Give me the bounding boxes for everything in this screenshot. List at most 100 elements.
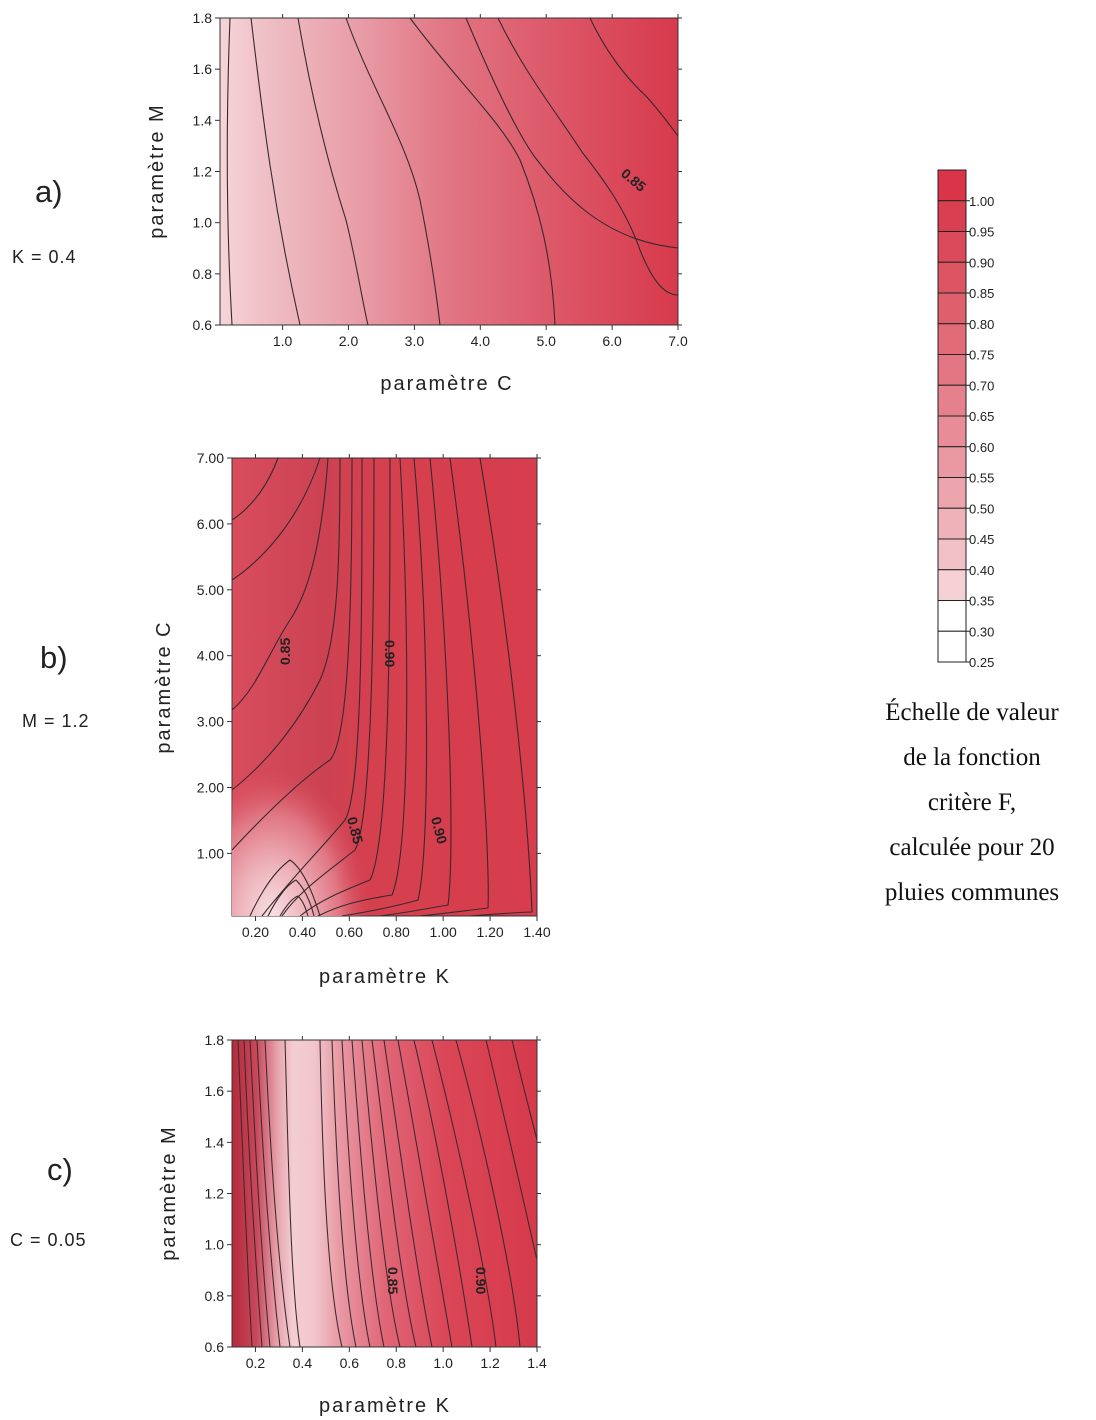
- legend-label-14: 0.30: [969, 624, 994, 639]
- fixed-param-a: K = 0.4: [12, 247, 77, 267]
- y-tick-label-a-6: 1.8: [193, 10, 213, 26]
- tick-labels-c: 0.2 0.4 0.6 0.8 1.0 1.2 1.4 0.6 0.8 1.0 1.2 1.4 1.6 1…: [205, 1032, 547, 1371]
- legend-swatch-3: [937, 261, 967, 294]
- legend-label-7: 0.65: [969, 409, 994, 424]
- y-tick-label-c-1: 0.8: [205, 1288, 225, 1304]
- legend-swatch-2: [937, 231, 967, 263]
- legend-label-13: 0.35: [969, 594, 994, 609]
- legend-swatch-8: [937, 415, 967, 448]
- x-axis-title-a: paramètre C: [380, 373, 513, 395]
- panel-c: 0.2 0.4 0.6 0.8 1.0 1.2 1.4 0.6 0.8 1.0 1.2 1.4 1.6 1…: [10, 1032, 547, 1417]
- legend-label-6: 0.70: [969, 378, 994, 393]
- x-tick-label-a-6: 7.0: [668, 333, 688, 349]
- x-tick-label-b-6: 1.40: [523, 924, 550, 940]
- y-tick-label-a-1: 0.8: [193, 266, 213, 282]
- x-tick-label-b-5: 1.20: [476, 924, 503, 940]
- panel-label-a: a): [35, 174, 63, 209]
- y-tick-label-a-0: 0.6: [193, 317, 213, 333]
- panel-label-c: c): [47, 1152, 73, 1187]
- contour-lines-b: [231, 457, 533, 917]
- legend-swatch-9: [937, 446, 967, 478]
- fixed-param-b: M = 1.2: [22, 711, 90, 731]
- x-tick-label-c-0: 0.2: [246, 1355, 266, 1371]
- contour-lines-a: [226, 17, 679, 326]
- y-axis-title-c: paramètre M: [158, 1125, 180, 1260]
- y-axis-title-b: paramètre C: [153, 620, 175, 753]
- legend-label-15: 0.25: [969, 655, 994, 670]
- x-tick-label-a-2: 3.0: [405, 333, 425, 349]
- y-tick-label-c-2: 1.0: [205, 1237, 225, 1253]
- legend-label-1: 0.95: [969, 225, 994, 240]
- legend-label-2: 0.90: [969, 255, 994, 270]
- y-tick-label-c-0: 0.6: [205, 1339, 225, 1355]
- x-tick-label-b-1: 0.40: [289, 924, 316, 940]
- legend-swatch-6: [937, 354, 967, 386]
- contour-label-b-2: 0.85: [344, 815, 367, 846]
- plot-area-c: [231, 1039, 538, 1348]
- y-tick-label-c-4: 1.4: [205, 1134, 225, 1150]
- legend-label-8: 0.60: [969, 440, 994, 455]
- x-tick-label-b-4: 1.00: [430, 924, 457, 940]
- y-tick-label-c-6: 1.8: [205, 1032, 225, 1048]
- legend-swatch-4: [937, 292, 967, 325]
- x-tick-label-a-3: 4.0: [471, 333, 491, 349]
- legend-label-4: 0.80: [969, 317, 994, 332]
- x-tick-label-a-5: 6.0: [602, 333, 622, 349]
- x-tick-label-c-3: 0.8: [386, 1355, 406, 1371]
- legend-swatch-7: [937, 384, 967, 417]
- legend-swatch-1: [937, 200, 967, 232]
- y-tick-label-b-2: 3.00: [197, 714, 224, 730]
- tick-marks-b: [227, 454, 541, 921]
- legend-swatch-10: [937, 477, 967, 509]
- legend-label-0: 1.00: [969, 194, 994, 209]
- y-tick-label-a-5: 1.6: [193, 61, 213, 77]
- x-tick-label-c-6: 1.4: [527, 1355, 547, 1371]
- x-tick-label-b-2: 0.60: [336, 924, 363, 940]
- x-tick-label-b-0: 0.20: [242, 924, 269, 940]
- contour-lines-c: [237, 1039, 538, 1348]
- tick-marks-a: [215, 14, 682, 330]
- legend-swatch-11: [937, 507, 967, 540]
- y-tick-label-a-4: 1.4: [193, 112, 213, 128]
- y-tick-label-b-3: 4.00: [197, 648, 224, 664]
- caption-line-3: calculée pour 20: [889, 834, 1055, 861]
- contour-label-b-3: 0.90: [428, 815, 451, 846]
- legend-label-11: 0.45: [969, 532, 994, 547]
- scale-caption: Échelle de valeur de la fonction critère…: [852, 690, 1092, 915]
- x-tick-label-c-1: 0.4: [293, 1355, 313, 1371]
- x-tick-label-c-2: 0.6: [340, 1355, 360, 1371]
- y-tick-label-b-6: 7.00: [197, 450, 224, 466]
- legend-label-10: 0.50: [969, 501, 994, 516]
- contour-label-b-1: 0.90: [382, 640, 398, 667]
- tick-marks-c: [227, 1036, 541, 1352]
- tick-labels-b: 0.20 0.40 0.60 0.80 1.00 1.20 1.40 1.00 2.00 3.00…: [197, 450, 551, 940]
- x-tick-label-b-3: 0.80: [383, 924, 410, 940]
- plot-area-a: [219, 17, 679, 326]
- legend-label-9: 0.55: [969, 471, 994, 486]
- x-tick-label-a-1: 2.0: [339, 333, 359, 349]
- y-tick-label-b-5: 6.00: [197, 516, 224, 532]
- y-axis-title-a: paramètre M: [146, 103, 168, 238]
- legend-swatch-13: [937, 569, 967, 601]
- legend-swatch-15: [937, 630, 967, 663]
- tick-labels-a: 1.0 2.0 3.0 4.0 5.0 6.0 7.0 0.6 0.8 1.0 1.2 1.4 1.6 1…: [193, 10, 688, 349]
- y-tick-label-b-0: 1.00: [197, 845, 224, 861]
- color-scale-legend: 1.00 0.95 0.90 0.85 0.80 0.75 0.70 0.65 0.60 0.55…: [937, 169, 994, 670]
- y-tick-label-c-3: 1.2: [205, 1186, 225, 1202]
- legend-swatch-14: [937, 600, 967, 632]
- contour-label-b-0: 0.85: [277, 638, 293, 665]
- fixed-param-c: C = 0.05: [10, 1230, 87, 1250]
- x-tick-label-c-5: 1.2: [480, 1355, 500, 1371]
- x-axis-title-c: paramètre K: [319, 1395, 451, 1417]
- y-tick-label-b-4: 5.00: [197, 582, 224, 598]
- caption-line-0: Échelle de valeur: [885, 699, 1059, 726]
- x-tick-label-c-4: 1.0: [433, 1355, 453, 1371]
- panel-a: 1.0 2.0 3.0 4.0 5.0 6.0 7.0 0.6 0.8 1.0 1.2 1.4 1.6 1…: [12, 10, 688, 395]
- caption-line-2: critère F,: [927, 789, 1017, 816]
- legend-swatch-5: [937, 323, 967, 355]
- panel-label-b: b): [40, 640, 68, 675]
- caption-line-4: pluies communes: [884, 879, 1060, 906]
- x-tick-label-a-4: 5.0: [536, 333, 556, 349]
- legend-label-12: 0.40: [969, 563, 994, 578]
